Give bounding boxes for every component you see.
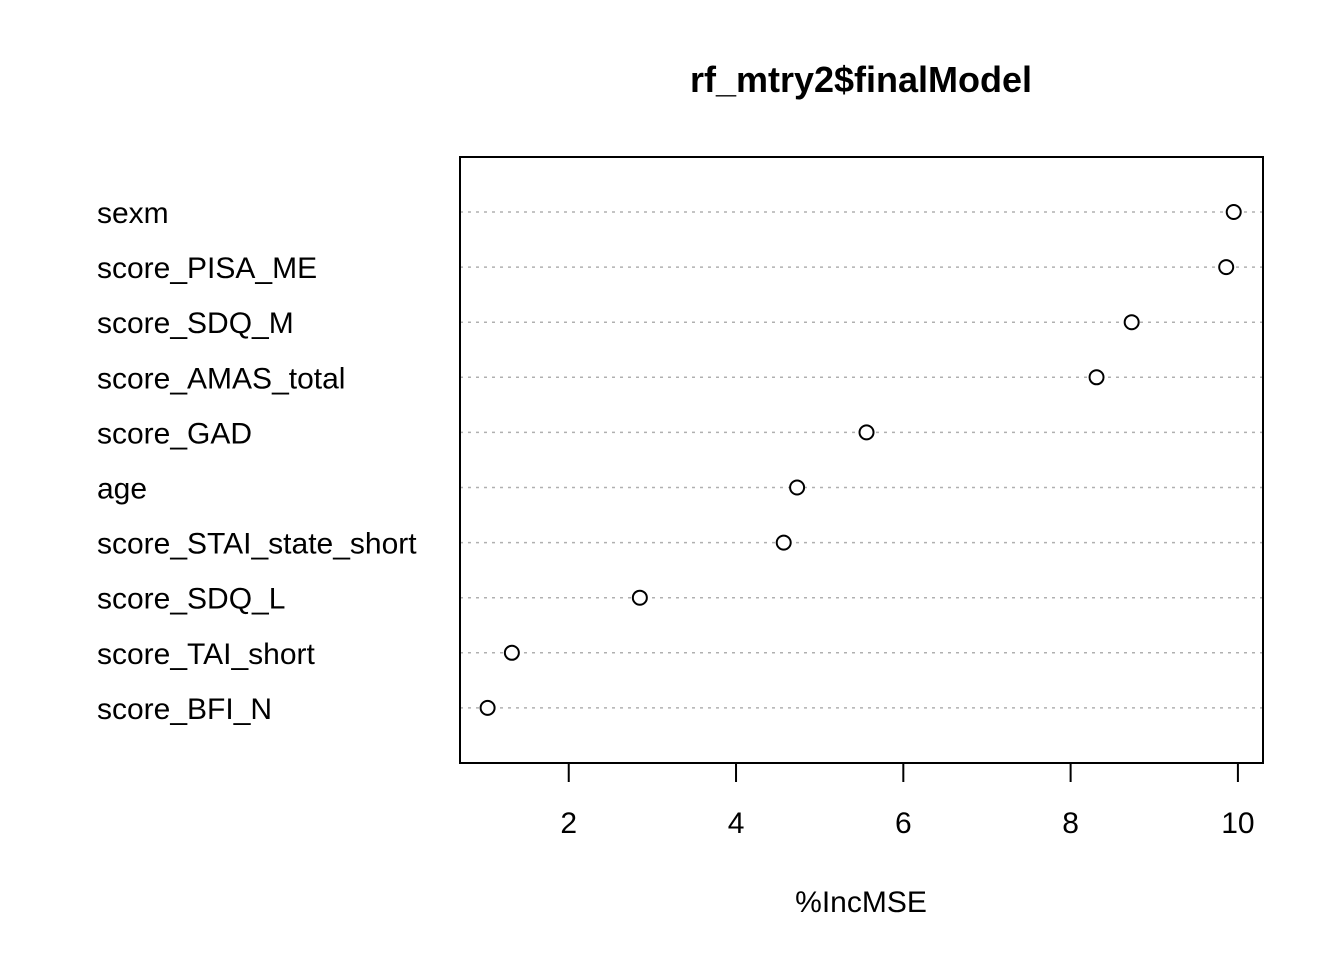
data-point xyxy=(858,424,875,441)
plot-frame xyxy=(459,156,1264,764)
data-point xyxy=(775,534,792,551)
variable-label: score_SDQ_L xyxy=(97,583,285,616)
data-point xyxy=(789,479,806,496)
variable-labels: sexm score_PISA_ME score_SDQ_M score_AMAS_t… xyxy=(97,197,417,726)
x-tick-label: 6 xyxy=(895,807,912,840)
data-point xyxy=(1123,314,1140,331)
x-tick-label: 2 xyxy=(560,807,577,840)
data-point xyxy=(1218,259,1235,276)
variable-label: score_TAI_short xyxy=(97,638,316,671)
data-point xyxy=(1088,369,1105,386)
grid-lines xyxy=(460,211,1263,709)
variable-label: score_GAD xyxy=(97,417,252,450)
variable-label: age xyxy=(97,473,147,506)
x-tick-label: 8 xyxy=(1062,807,1079,840)
data-point xyxy=(479,699,496,716)
data-point xyxy=(503,644,520,661)
x-axis-label: %IncMSE xyxy=(795,886,927,919)
variable-label: sexm xyxy=(97,197,169,230)
x-tick-label: 4 xyxy=(728,807,745,840)
data-points xyxy=(479,204,1242,716)
variable-label: score_BFI_N xyxy=(97,693,272,726)
data-point xyxy=(1225,204,1242,220)
variable-label: score_PISA_ME xyxy=(97,252,317,285)
chart-title: rf_mtry2$finalModel xyxy=(690,59,1032,100)
variable-label: score_SDQ_M xyxy=(97,307,294,340)
data-point xyxy=(631,589,648,606)
variable-label: score_STAI_state_short xyxy=(97,528,417,561)
variable-label: score_AMAS_total xyxy=(97,362,345,395)
x-axis: 2 4 6 8 10 xyxy=(560,763,1255,840)
x-tick-label: 10 xyxy=(1221,807,1254,840)
